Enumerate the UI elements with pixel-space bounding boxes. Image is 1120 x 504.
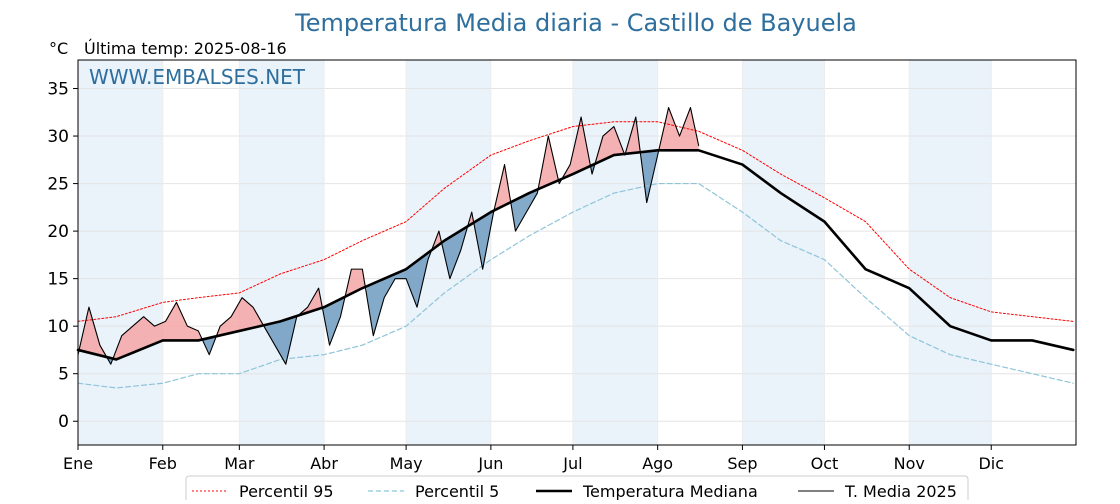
fill-above-median bbox=[561, 117, 591, 179]
fill-below-median bbox=[366, 249, 433, 336]
fill-below-median bbox=[474, 210, 495, 270]
p5-line bbox=[77, 182, 1074, 389]
y-tick-label: 5 bbox=[58, 365, 69, 385]
legend-label: Percentil 5 bbox=[415, 482, 499, 500]
current-year-line bbox=[77, 106, 700, 365]
month-shade-jul bbox=[572, 60, 658, 445]
legend-label: Percentil 95 bbox=[239, 482, 334, 500]
x-tick-label: Feb bbox=[149, 454, 177, 473]
x-tick-label: Nov bbox=[894, 454, 925, 473]
x-tick-label: Jun bbox=[477, 454, 503, 473]
p95-line bbox=[77, 121, 1074, 322]
x-tick-label: Ene bbox=[63, 454, 93, 473]
y-tick-label: 10 bbox=[47, 317, 69, 337]
fill-below-median bbox=[641, 150, 660, 203]
x-tick-label: Jul bbox=[562, 454, 582, 473]
chart-title: Temperatura Media diaria - Castillo de B… bbox=[294, 9, 857, 37]
x-tick-label: Dic bbox=[978, 454, 1004, 473]
fill-below-median bbox=[202, 335, 218, 355]
y-tick-label: 25 bbox=[47, 175, 69, 195]
fill-above-median bbox=[659, 107, 699, 151]
month-shade-sep bbox=[742, 60, 825, 445]
y-tick-label: 15 bbox=[47, 270, 69, 290]
plot-area: 0 5 10 15 20 25 30 35 Ene Feb Mar Abr May Jun Jul Ago Se… bbox=[47, 59, 1077, 473]
x-tick-label: Sep bbox=[727, 454, 757, 473]
x-tick-label: Abr bbox=[310, 454, 338, 473]
month-shade-mar bbox=[239, 60, 325, 445]
y-unit-label: °C bbox=[49, 39, 68, 58]
legend-box bbox=[185, 475, 969, 504]
x-tick-label: Oct bbox=[811, 454, 839, 473]
x-tick-label: Mar bbox=[224, 454, 255, 473]
fill-above-median bbox=[432, 231, 442, 250]
fill-above-median bbox=[113, 302, 203, 360]
fill-above-median bbox=[626, 117, 642, 154]
plot-frame bbox=[77, 59, 1077, 446]
fill-above-median bbox=[538, 136, 560, 189]
last-temp-label: Última temp: 2025-08-16 bbox=[84, 39, 287, 58]
y-tick-label: 35 bbox=[47, 80, 69, 100]
x-tick-label: May bbox=[390, 454, 423, 473]
legend: Percentil 95 Percentil 5 Temperatura Media… bbox=[185, 475, 969, 504]
fill-above-median bbox=[345, 269, 367, 297]
median-line bbox=[76, 149, 1075, 361]
legend-label: Temperatura Mediana bbox=[582, 482, 758, 500]
y-tick-label: 20 bbox=[47, 222, 69, 242]
legend-label: T. Media 2025 bbox=[844, 482, 957, 500]
watermark: WWW.EMBALSES.NET bbox=[89, 65, 306, 89]
fill-above-median bbox=[494, 164, 512, 211]
x-tick-label: Ago bbox=[642, 454, 673, 473]
fill-below-median bbox=[322, 296, 346, 346]
y-tick-label: 0 bbox=[58, 412, 69, 432]
y-tick-label: 30 bbox=[47, 127, 69, 147]
month-shade-ene bbox=[78, 60, 163, 445]
fill-below-median bbox=[263, 315, 299, 365]
month-shade-nov bbox=[909, 60, 992, 445]
